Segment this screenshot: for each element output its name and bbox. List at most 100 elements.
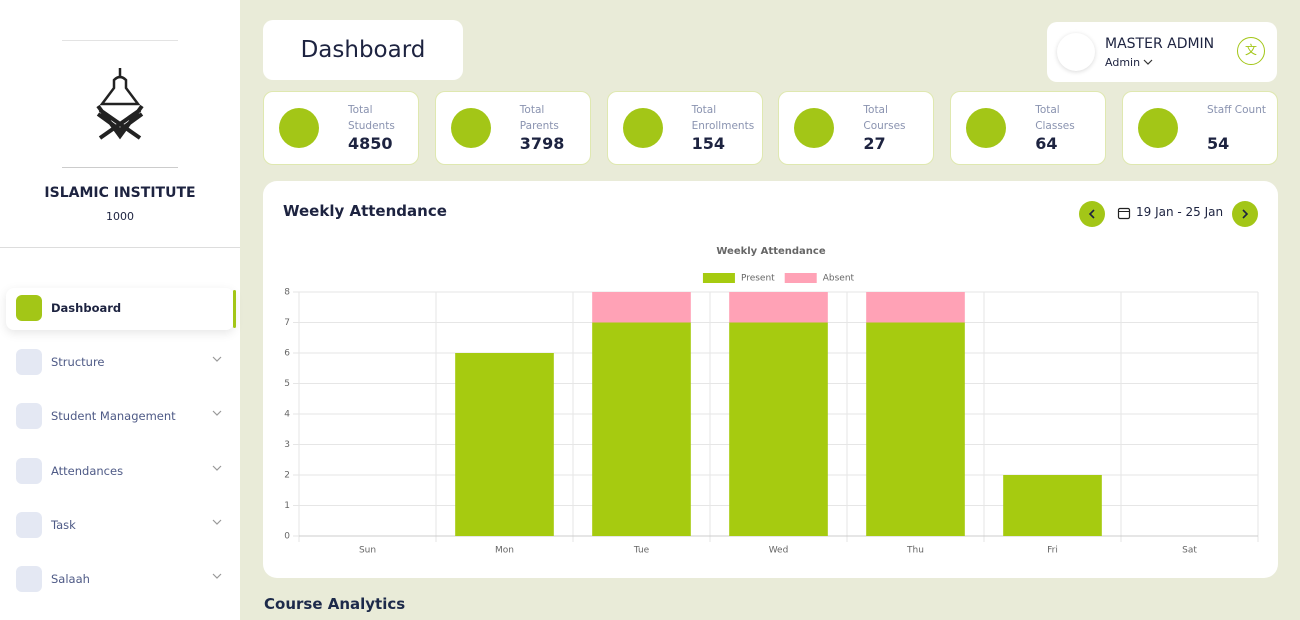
chevron-path bbox=[212, 573, 222, 579]
stat-value: 64 bbox=[1035, 134, 1058, 153]
x-tick-label: Tue bbox=[633, 546, 650, 556]
menu-label: Attendances bbox=[51, 464, 124, 478]
chart: Weekly Attendance 0 1 2 3 4 5 6 7 8 Sun Mon Tue Wed T… bbox=[284, 246, 1259, 556]
bar bbox=[866, 322, 965, 536]
stat-label: Total Courses bbox=[863, 104, 906, 132]
x-tick-label: Mon bbox=[495, 546, 514, 556]
menu-item[interactable]: Attendances bbox=[6, 451, 234, 493]
x-tick-label: Sun bbox=[359, 546, 376, 556]
x-tick-label: Wed bbox=[769, 546, 789, 556]
avatar bbox=[1057, 33, 1095, 71]
bar bbox=[592, 322, 691, 536]
user-name: MASTER ADMIN bbox=[1105, 36, 1215, 52]
y-tick-label: 6 bbox=[284, 349, 290, 359]
y-tick-label: 3 bbox=[284, 440, 290, 450]
y-tick-label: 8 bbox=[284, 288, 290, 298]
chevron bbox=[212, 519, 222, 525]
stat-value: 27 bbox=[863, 134, 886, 153]
y-tick-label: 7 bbox=[284, 318, 290, 328]
y-tick-label: 1 bbox=[284, 501, 290, 511]
menu-icon bbox=[16, 349, 42, 375]
x-tick-label: Thu bbox=[906, 546, 924, 556]
menu-icon bbox=[16, 566, 42, 592]
chevron bbox=[212, 410, 222, 416]
menu-item[interactable]: Student Management bbox=[6, 396, 234, 438]
menu-icon bbox=[16, 403, 42, 429]
chevron-path bbox=[212, 519, 222, 525]
menu-label: Structure bbox=[51, 355, 105, 369]
y-tick-label: 2 bbox=[284, 471, 290, 481]
prev-week-button[interactable] bbox=[1079, 201, 1105, 227]
stat-label: Total Students bbox=[348, 104, 395, 132]
page-title-card: Dashboard bbox=[263, 20, 463, 80]
bar bbox=[729, 322, 828, 536]
legend-swatch bbox=[784, 273, 817, 283]
y-tick-label: 4 bbox=[284, 410, 290, 420]
y-tick-label: 5 bbox=[284, 379, 290, 389]
bar bbox=[455, 353, 554, 536]
next-week-button[interactable] bbox=[1232, 201, 1258, 227]
card-title: Weekly Attendance bbox=[283, 202, 447, 220]
stat-value: 54 bbox=[1207, 134, 1230, 153]
stat-value: 4850 bbox=[348, 134, 393, 153]
calendar-icon bbox=[1117, 207, 1131, 220]
menu-label: Student Management bbox=[51, 409, 176, 423]
chart-title: Weekly Attendance bbox=[716, 246, 825, 257]
legend-label: Absent bbox=[823, 274, 855, 284]
stat-label: Staff Count bbox=[1207, 104, 1266, 116]
legend-label: Present bbox=[741, 274, 775, 284]
page-title: Dashboard bbox=[300, 37, 426, 63]
logo bbox=[96, 68, 144, 140]
stat-icon bbox=[1138, 108, 1178, 148]
bar bbox=[592, 292, 691, 323]
menu-item[interactable]: Structure bbox=[6, 342, 234, 384]
y-tick-label: 0 bbox=[284, 532, 290, 542]
menu-icon bbox=[16, 458, 42, 484]
stat-icon bbox=[279, 108, 319, 148]
x-tick-label: Sat bbox=[1182, 546, 1197, 556]
date-range: 19 Jan - 25 Jan bbox=[1136, 205, 1224, 219]
menu-label: Task bbox=[51, 518, 76, 532]
stat-icon bbox=[794, 108, 835, 148]
institute-name: ISLAMIC INSTITUTE bbox=[44, 185, 196, 201]
bar bbox=[866, 292, 965, 323]
stat-card: Total Parents 3798 bbox=[434, 91, 591, 165]
chevron-path bbox=[212, 356, 222, 362]
menu-item[interactable]: Dashboard bbox=[6, 288, 236, 330]
translate-button[interactable]: 文 bbox=[1237, 37, 1265, 65]
menu-label: Salaah bbox=[51, 572, 90, 586]
stat-icon bbox=[450, 108, 491, 148]
stat-card: Total Enrollments 154 bbox=[606, 91, 763, 165]
user-role: Admin bbox=[1105, 56, 1141, 69]
stat-label: Total Classes bbox=[1035, 104, 1075, 132]
menu-item[interactable]: Task bbox=[6, 505, 234, 547]
menu-item[interactable]: Salaah bbox=[6, 559, 234, 601]
attendance-card: Weekly Attendance 19 Jan - 25 Jan Weekly… bbox=[263, 181, 1278, 578]
divider bbox=[62, 40, 178, 41]
chevron bbox=[212, 465, 222, 471]
legend-swatch bbox=[702, 273, 735, 283]
institute-code: 1000 bbox=[106, 210, 134, 223]
user-card[interactable]: MASTER ADMIN Admin 文 bbox=[1047, 22, 1277, 82]
stat-icon bbox=[966, 108, 1007, 148]
stat-value: 154 bbox=[691, 134, 725, 153]
chevron bbox=[212, 573, 222, 579]
sidebar: ISLAMIC INSTITUTE 1000 Dashboard Structur… bbox=[0, 0, 240, 620]
menu-icon bbox=[16, 512, 42, 538]
stat-card: Total Classes 64 bbox=[950, 91, 1107, 165]
bar bbox=[729, 292, 828, 323]
x-tick-label: Fri bbox=[1047, 546, 1058, 556]
chevron bbox=[212, 356, 222, 362]
divider bbox=[62, 167, 178, 168]
stat-label: Total Parents bbox=[519, 104, 559, 132]
chevron-path bbox=[212, 410, 222, 416]
menu-label: Dashboard bbox=[51, 301, 122, 315]
chevron bbox=[1143, 59, 1153, 65]
menu-icon bbox=[16, 295, 42, 321]
stat-card: Staff Count 54 bbox=[1122, 91, 1278, 165]
section-title: Course Analytics bbox=[264, 595, 406, 613]
stat-icon bbox=[622, 108, 663, 148]
stat-value: 3798 bbox=[519, 134, 565, 153]
bar bbox=[1003, 475, 1102, 536]
